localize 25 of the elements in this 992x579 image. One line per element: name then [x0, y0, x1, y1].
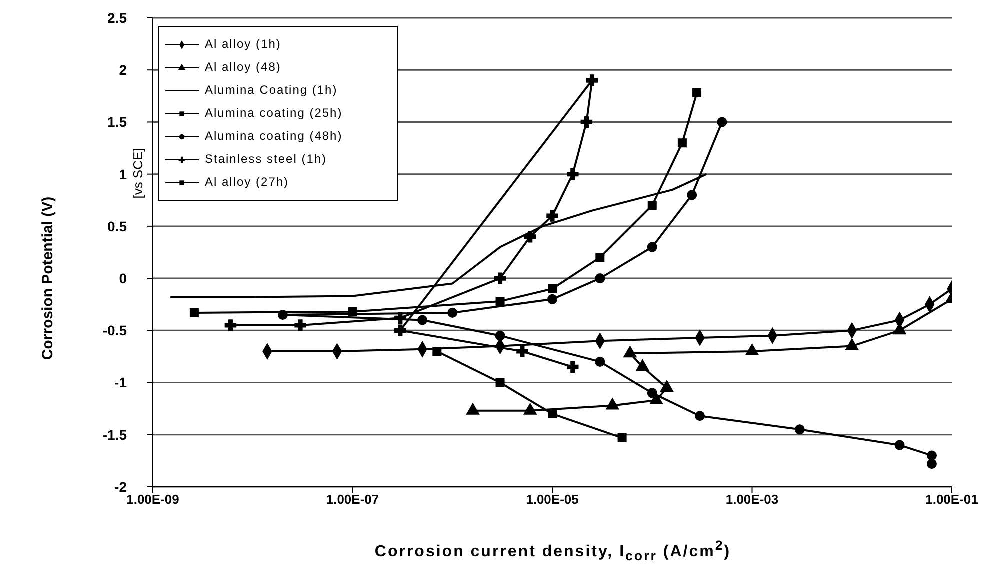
x-tick-label: 1.00E-03 [726, 492, 779, 508]
y-tick-label: -1.5 [102, 426, 128, 443]
legend-label: Alumina coating (25h) [205, 105, 343, 122]
legend-label: Alumina coating (48h) [205, 128, 343, 145]
y-tick-label: -2 [114, 478, 128, 495]
legend-label: Al alloy (48) [205, 59, 282, 76]
x-tick-label: 1.00E-09 [126, 492, 180, 508]
y-tick-label: -1 [114, 374, 128, 391]
y-tick-label: 1 [119, 166, 128, 182]
legend-label: Al alloy (1h) [205, 36, 282, 53]
y-tick-label: 0 [119, 270, 128, 287]
y-tick-label: 1.5 [108, 114, 128, 130]
y-tick-label: 2.5 [108, 10, 128, 26]
text: [vs SCE] [130, 147, 146, 201]
y-tick-label: 2 [119, 62, 128, 78]
legend-label: Stainless steel (1h) [205, 151, 328, 168]
y-tick-label: -0.5 [102, 322, 128, 339]
legend-label: Al alloy (27h) [205, 174, 290, 191]
y-axis-title: Corrosion Potential (V) [40, 196, 56, 362]
x-axis-title: Corrosion current density, I$_{corr}$ (A/cm$^{2}$) [374, 538, 732, 564]
y-tick-label: 0.5 [108, 218, 128, 234]
x-tick-label: 1.00E-07 [326, 492, 380, 508]
x-tick-label: 1.00E-05 [526, 492, 579, 508]
x-tick-label: 1.00E-01 [926, 492, 978, 508]
legend-label: Alumina Coating (1h) [205, 82, 338, 99]
